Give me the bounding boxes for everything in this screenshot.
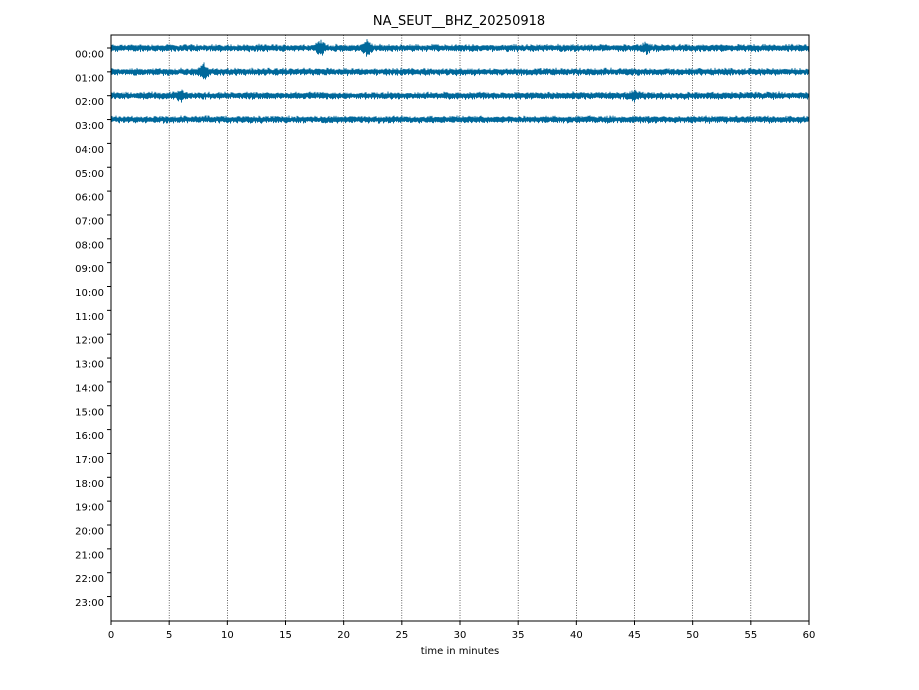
y-tick-label: 04:00 [75,145,104,156]
trace-layer [110,39,810,124]
y-tick-label: 13:00 [75,360,104,371]
y-tick-label: 14:00 [75,383,104,394]
trace-0300 [110,115,810,124]
x-tick-label: 5 [166,630,172,641]
trace-0100 [110,62,810,80]
y-tick-label: 21:00 [75,550,104,561]
chart-title: NA_SEUT__BHZ_20250918 [373,14,545,29]
trace-0000 [110,39,810,57]
y-tick-label: 03:00 [75,121,104,132]
y-tick-label: 17:00 [75,455,104,466]
y-tick-label: 23:00 [75,598,104,609]
y-tick-label: 22:00 [75,574,104,585]
y-tick-label: 05:00 [75,169,104,180]
x-tick-label: 25 [395,630,408,641]
y-tick-label: 07:00 [75,216,104,227]
y-tick-label: 19:00 [75,503,104,514]
x-tick-label: 60 [803,630,816,641]
x-tick-label: 50 [686,630,699,641]
y-axis-ticks: 00:00 01:00 02:00 03:00 04:00 05:00 06:00 07:00… [75,47,111,609]
x-tick-label: 30 [454,630,467,641]
x-tick-label: 10 [221,630,234,641]
y-tick-label: 18:00 [75,479,104,490]
y-tick-label: 20:00 [75,527,104,538]
trace-0200 [110,89,810,103]
y-tick-label: 06:00 [75,193,104,204]
y-tick-label: 02:00 [75,97,104,108]
y-tick-label: 11:00 [75,312,104,323]
y-tick-label: 16:00 [75,431,104,442]
y-tick-label: 09:00 [75,264,104,275]
x-tick-label: 0 [108,630,114,641]
x-axis-label: time in minutes [421,646,500,657]
y-tick-label: 08:00 [75,240,104,251]
y-tick-label: 12:00 [75,336,104,347]
x-tick-label: 15 [279,630,292,641]
x-tick-label: 35 [512,630,525,641]
grid-lines [168,35,752,621]
y-tick-label: 10:00 [75,288,104,299]
x-axis-ticks: 0 5 10 15 20 25 30 35 40 45 50 55 60 [108,621,816,641]
y-tick-label: 01:00 [75,73,104,84]
x-tick-label: 45 [628,630,641,641]
y-tick-label: 00:00 [75,50,104,61]
x-tick-label: 20 [337,630,350,641]
x-tick-label: 40 [570,630,583,641]
x-tick-label: 55 [744,630,757,641]
y-tick-label: 15:00 [75,407,104,418]
